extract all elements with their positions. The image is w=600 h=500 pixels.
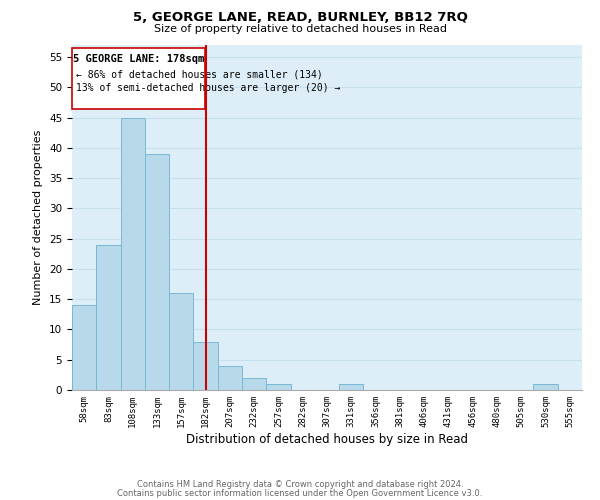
- Bar: [339, 384, 364, 390]
- Text: ← 86% of detached houses are smaller (134): ← 86% of detached houses are smaller (13…: [76, 69, 323, 79]
- Bar: [121, 118, 145, 390]
- Bar: [145, 154, 169, 390]
- Bar: [72, 306, 96, 390]
- Y-axis label: Number of detached properties: Number of detached properties: [34, 130, 43, 305]
- X-axis label: Distribution of detached houses by size in Read: Distribution of detached houses by size …: [186, 432, 468, 446]
- FancyBboxPatch shape: [73, 48, 205, 108]
- Bar: [533, 384, 558, 390]
- Text: 5 GEORGE LANE: 178sqm: 5 GEORGE LANE: 178sqm: [73, 54, 205, 64]
- Bar: [169, 293, 193, 390]
- Text: Size of property relative to detached houses in Read: Size of property relative to detached ho…: [154, 24, 446, 34]
- Bar: [193, 342, 218, 390]
- Bar: [218, 366, 242, 390]
- Text: 13% of semi-detached houses are larger (20) →: 13% of semi-detached houses are larger (…: [76, 83, 341, 93]
- Bar: [96, 244, 121, 390]
- Text: Contains HM Land Registry data © Crown copyright and database right 2024.: Contains HM Land Registry data © Crown c…: [137, 480, 463, 489]
- Bar: [242, 378, 266, 390]
- Bar: [266, 384, 290, 390]
- Text: 5, GEORGE LANE, READ, BURNLEY, BB12 7RQ: 5, GEORGE LANE, READ, BURNLEY, BB12 7RQ: [133, 11, 467, 24]
- Text: Contains public sector information licensed under the Open Government Licence v3: Contains public sector information licen…: [118, 488, 482, 498]
